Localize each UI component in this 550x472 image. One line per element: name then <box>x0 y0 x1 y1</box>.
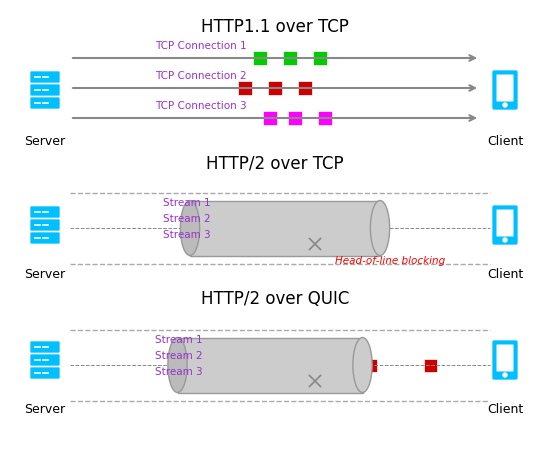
Bar <box>283 221 296 235</box>
Text: Client: Client <box>487 135 523 148</box>
FancyBboxPatch shape <box>30 341 60 353</box>
Text: Server: Server <box>24 268 65 281</box>
Bar <box>283 51 297 65</box>
Bar <box>309 237 322 251</box>
Bar <box>309 374 322 388</box>
Bar <box>241 343 255 355</box>
Text: Stream 1: Stream 1 <box>163 198 211 208</box>
Bar <box>254 205 267 219</box>
Text: Stream 3: Stream 3 <box>155 367 202 377</box>
FancyBboxPatch shape <box>30 367 60 379</box>
Ellipse shape <box>370 201 389 255</box>
Text: Stream 3: Stream 3 <box>163 230 211 240</box>
Bar <box>261 374 274 388</box>
Bar <box>313 51 327 65</box>
Bar <box>364 359 377 371</box>
Ellipse shape <box>168 337 187 393</box>
Bar <box>288 111 302 125</box>
Bar <box>304 205 316 219</box>
Bar <box>318 111 332 125</box>
Bar <box>424 359 437 371</box>
Text: Client: Client <box>487 403 523 416</box>
FancyBboxPatch shape <box>497 75 514 101</box>
FancyBboxPatch shape <box>30 206 60 218</box>
FancyBboxPatch shape <box>30 219 60 231</box>
Text: Client: Client <box>487 268 523 281</box>
Bar <box>298 81 312 95</box>
Text: TCP Connection 1: TCP Connection 1 <box>155 41 246 51</box>
Bar <box>178 337 362 393</box>
Text: TCP Connection 2: TCP Connection 2 <box>155 71 246 81</box>
Bar <box>268 237 282 251</box>
FancyBboxPatch shape <box>492 340 518 380</box>
Circle shape <box>503 238 507 242</box>
Bar <box>309 221 322 235</box>
Bar <box>253 51 267 65</box>
Bar <box>190 201 380 255</box>
FancyBboxPatch shape <box>30 71 60 83</box>
Bar <box>238 81 252 95</box>
Text: Head-of-line blocking: Head-of-line blocking <box>335 256 446 266</box>
Ellipse shape <box>353 337 372 393</box>
Bar <box>289 237 301 251</box>
Bar <box>266 343 278 355</box>
Text: HTTP1.1 over TCP: HTTP1.1 over TCP <box>201 18 349 36</box>
Bar <box>258 221 272 235</box>
Bar <box>278 205 292 219</box>
FancyBboxPatch shape <box>497 210 514 236</box>
Bar <box>290 343 304 355</box>
FancyBboxPatch shape <box>30 97 60 109</box>
Bar <box>268 81 282 95</box>
Bar <box>251 359 265 371</box>
Text: Server: Server <box>24 135 65 148</box>
Bar <box>263 111 277 125</box>
Text: Stream 2: Stream 2 <box>155 351 202 361</box>
Text: Server: Server <box>24 403 65 416</box>
Text: HTTP/2 over TCP: HTTP/2 over TCP <box>206 155 344 173</box>
FancyBboxPatch shape <box>30 354 60 366</box>
FancyBboxPatch shape <box>492 70 518 110</box>
Bar <box>282 374 294 388</box>
FancyBboxPatch shape <box>30 232 60 244</box>
Ellipse shape <box>180 201 200 255</box>
Circle shape <box>503 103 507 107</box>
FancyBboxPatch shape <box>30 84 60 96</box>
Text: Stream 1: Stream 1 <box>155 335 202 345</box>
Text: HTTP/2 over QUIC: HTTP/2 over QUIC <box>201 290 349 308</box>
Text: Stream 2: Stream 2 <box>163 214 211 224</box>
FancyBboxPatch shape <box>497 345 514 371</box>
Circle shape <box>503 373 507 377</box>
Text: TCP Connection 3: TCP Connection 3 <box>155 101 246 111</box>
FancyBboxPatch shape <box>492 205 518 245</box>
